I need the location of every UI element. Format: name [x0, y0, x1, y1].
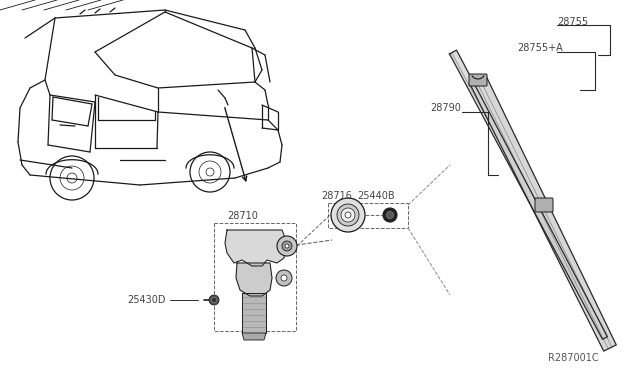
Polygon shape — [470, 76, 616, 351]
Text: R287001C: R287001C — [548, 353, 598, 363]
Text: 25440B: 25440B — [357, 191, 395, 201]
Circle shape — [331, 198, 365, 232]
FancyBboxPatch shape — [469, 74, 487, 86]
Bar — [328, 203, 408, 228]
Text: 28716: 28716 — [321, 191, 352, 201]
FancyBboxPatch shape — [535, 198, 553, 212]
Circle shape — [209, 295, 219, 305]
Text: 28790: 28790 — [430, 103, 461, 113]
Polygon shape — [449, 50, 607, 339]
Circle shape — [282, 241, 292, 251]
Circle shape — [277, 236, 297, 256]
Circle shape — [276, 270, 292, 286]
Polygon shape — [242, 333, 266, 340]
Bar — [242, 293, 266, 333]
Circle shape — [337, 204, 359, 226]
Circle shape — [341, 208, 355, 222]
Circle shape — [281, 275, 287, 281]
Bar — [214, 223, 296, 331]
Circle shape — [345, 212, 351, 218]
Circle shape — [387, 212, 394, 218]
Polygon shape — [236, 263, 272, 296]
Circle shape — [285, 244, 289, 248]
Text: 28755+A: 28755+A — [517, 43, 563, 53]
Text: 28755: 28755 — [557, 17, 588, 27]
Text: 25430D: 25430D — [127, 295, 166, 305]
Circle shape — [383, 208, 397, 222]
Text: 28710: 28710 — [227, 211, 258, 221]
Polygon shape — [225, 230, 287, 266]
Circle shape — [211, 298, 216, 302]
